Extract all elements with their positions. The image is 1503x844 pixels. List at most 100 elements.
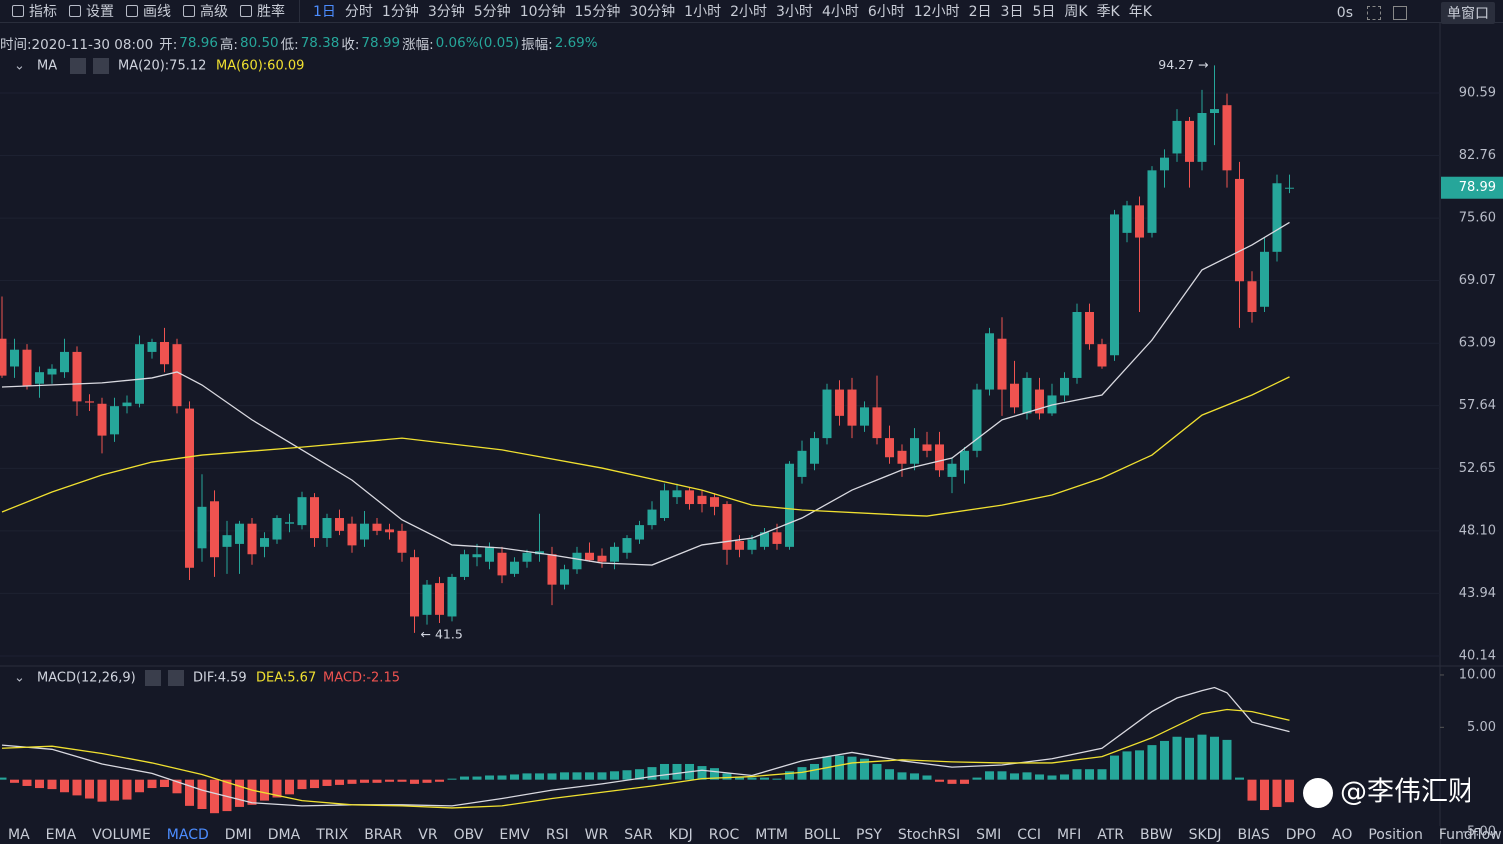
watermark-text: @李伟汇财 [1340,777,1470,808]
indicator-tab[interactable]: SMI [976,827,1002,843]
candle-body [797,450,807,477]
indicator-tab[interactable]: MA [8,827,30,843]
period-button[interactable]: 30分钟 [629,4,676,20]
indicator-tab[interactable]: EMA [45,827,77,843]
settings-icon[interactable] [70,58,86,74]
period-button[interactable]: 季K [1096,4,1120,20]
period-button[interactable]: 1小时 [684,4,722,20]
indicator-tab[interactable]: MFI [1056,827,1082,843]
indicator-tabs: MA EMA VOLUME MACD DMI DMA TRIX BRAR VR OBV EMV RSI… [0,826,1502,844]
period-button[interactable]: 6小时 [867,4,905,20]
macd-bar [1035,774,1044,780]
macd-bar [235,779,244,807]
tool-button[interactable]: 胜率 [240,1,285,21]
indicator-tab[interactable]: BIAS [1237,827,1270,843]
candle-body [447,576,457,617]
indicator-tab[interactable]: VR [418,827,438,843]
candle-body [185,408,194,568]
y-tick-label: 75.60 [1459,211,1496,226]
indicator-tab[interactable]: EMV [499,827,530,843]
y-tick-label: 40.14 [1459,648,1496,663]
close-icon[interactable] [93,58,109,74]
macd-bar [1022,772,1032,780]
period-button[interactable]: 2日 [968,4,992,20]
macd-bar [1222,739,1232,780]
period-button[interactable]: 5日 [1032,4,1056,20]
macd-bar [610,771,619,780]
macd-bar [972,777,982,780]
macd-bar [860,758,869,780]
tool-button[interactable]: 高级 [183,1,228,21]
indicator-tab[interactable]: CCI [1017,827,1041,843]
candle-body [1260,251,1269,307]
indicator-tab[interactable]: DMA [267,827,301,843]
legend-title: MACD(12,26,9) [37,671,136,686]
collapse-icon[interactable]: ⌄ [14,671,25,686]
indicator-tab[interactable]: SAR [624,827,653,843]
indicator-tab[interactable]: SKDJ [1188,827,1222,843]
settings-icon[interactable] [145,670,161,686]
info-value: 78.38 [300,35,340,51]
macd-bar [772,778,782,780]
indicator-tab[interactable]: ATR [1097,827,1124,843]
fullscreen-icon[interactable] [1367,6,1381,20]
macd-bar [347,779,357,784]
candle-body [197,506,207,549]
candle-body [972,389,982,451]
indicator-tab[interactable]: DPO [1285,827,1316,843]
candle-body [1197,113,1207,162]
candle-body [872,407,882,439]
tool-button[interactable]: 画线 [126,1,171,21]
period-button[interactable]: 12小时 [913,4,960,20]
period-button[interactable]: 1分钟 [381,4,419,20]
candle-body [360,523,369,540]
close-icon[interactable] [168,670,184,686]
indicator-tab[interactable]: VOLUME [92,827,151,843]
window-button[interactable]: 单窗口 [1441,2,1495,24]
candle-body [297,497,307,526]
candle-body [597,555,607,562]
info-label: 开: [159,37,178,53]
indicator-tab[interactable]: Position [1368,827,1423,843]
indicator-tab[interactable]: BRAR [364,827,403,843]
indicator-tab[interactable]: RSI [545,827,569,843]
indicator-tab[interactable]: Fundflow [1438,827,1502,843]
macd-bar [660,763,669,780]
indicator-tab[interactable]: MTM [755,827,789,843]
period-button[interactable]: 年K [1128,4,1152,20]
candle-body [947,463,957,477]
indicator-tab[interactable]: AO [1332,827,1353,843]
indicator-tab[interactable]: DMI [224,827,252,843]
collapse-icon[interactable]: ⌄ [14,59,25,74]
indicator-tab[interactable]: BBW [1140,827,1173,843]
period-button[interactable]: 分时 [344,4,373,20]
popout-icon[interactable] [1393,6,1407,20]
period-button[interactable]: 3小时 [776,4,813,20]
indicator-tab[interactable]: WR [584,827,609,843]
period-button[interactable]: 4小时 [821,4,859,20]
period-button[interactable]: 5分钟 [473,4,511,20]
period-button[interactable]: 3日 [1000,4,1024,20]
indicator-tab[interactable]: TRIX [316,827,349,843]
period-button[interactable]: 3分钟 [427,4,465,20]
period-button[interactable]: 15分钟 [574,4,621,20]
period-button[interactable]: 10分钟 [519,4,566,20]
tool-button[interactable]: 设置 [69,1,114,21]
period-button[interactable]: 2小时 [730,4,768,20]
indicator-tab[interactable]: ROC [708,827,740,843]
macd-bar [810,763,819,780]
macd-bar [647,767,657,780]
tool-button[interactable]: 指标 [12,1,57,21]
period-button[interactable]: 1日 [313,4,336,20]
indicator-tab[interactable]: PSY [856,827,882,843]
macd-bar [60,779,69,793]
indicator-tab[interactable]: StochRSI [897,827,961,843]
indicator-tab[interactable]: MACD [166,827,209,843]
last-price-tag [1441,176,1503,199]
period-button[interactable]: 周K [1064,4,1088,20]
indicator-tab[interactable]: BOLL [804,827,840,843]
candle-body [122,402,132,407]
indicator-tab[interactable]: OBV [453,827,484,843]
indicator-tab[interactable]: KDJ [668,827,693,843]
candle-body [1085,312,1094,345]
